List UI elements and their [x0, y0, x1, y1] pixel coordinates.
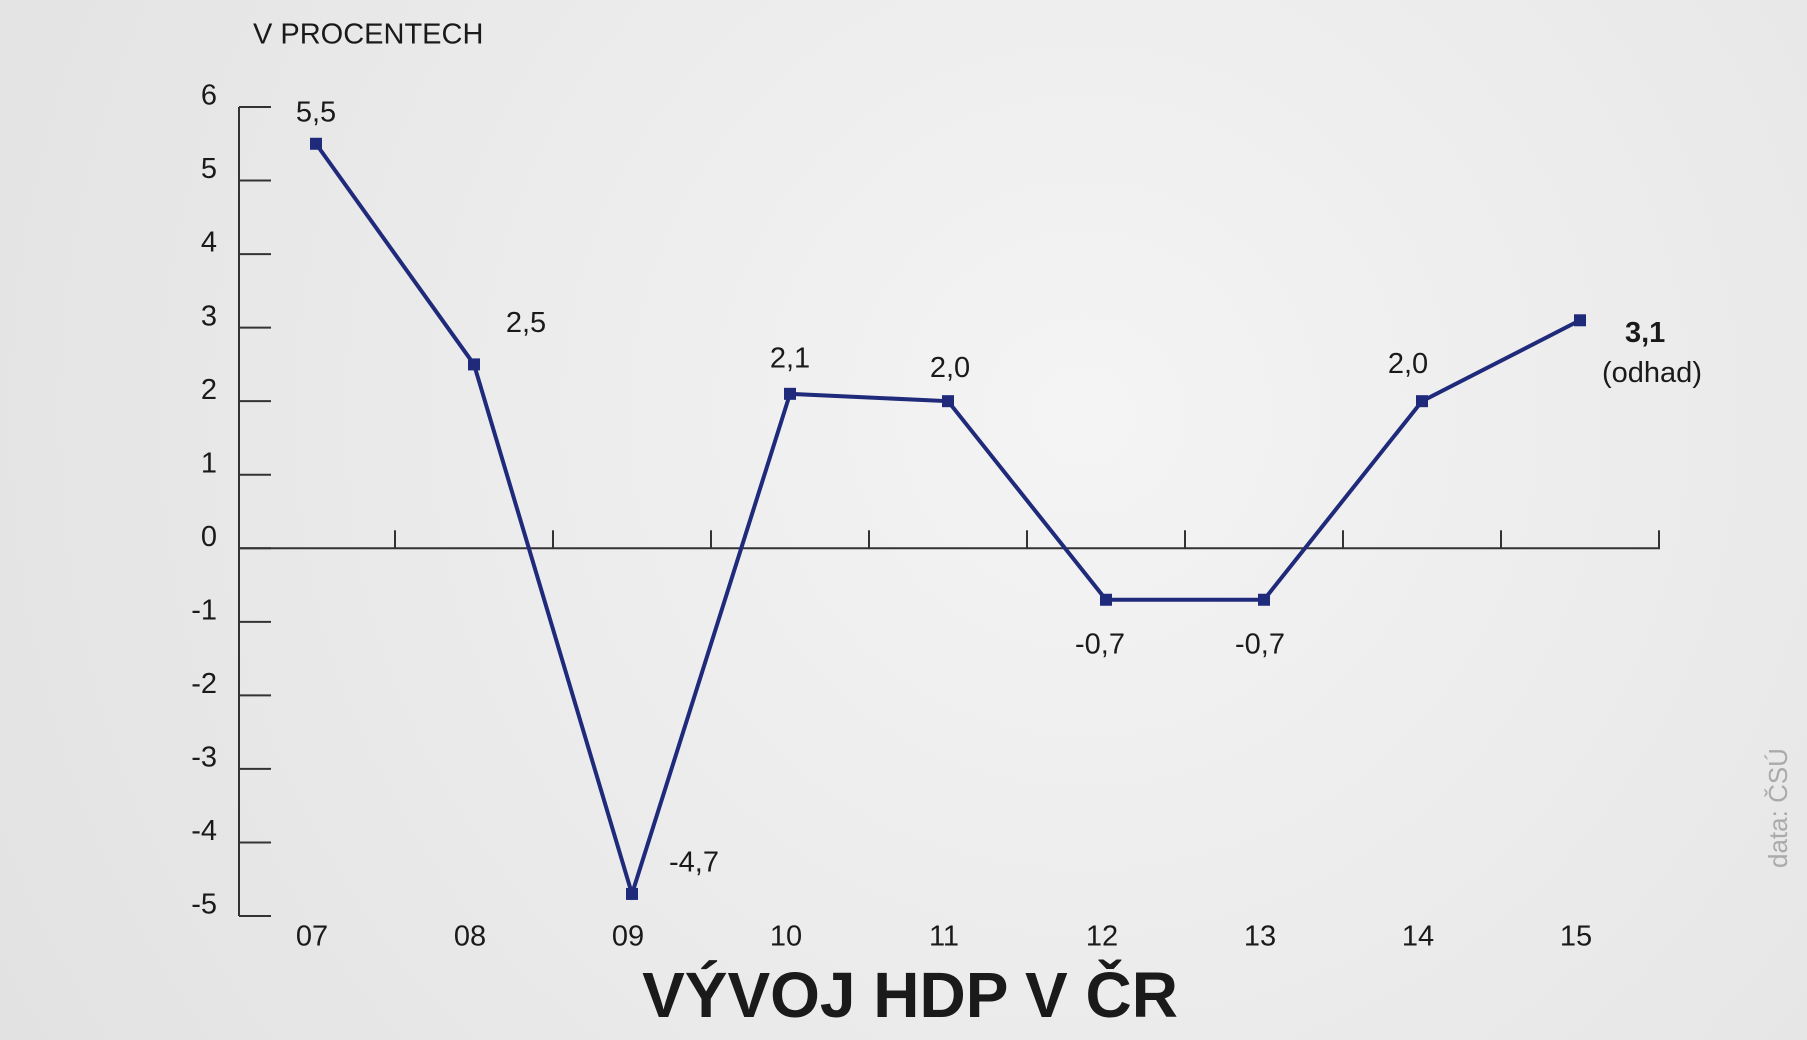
x-tick-label: 10: [770, 921, 802, 953]
y-tick-label: -3: [191, 742, 217, 774]
y-tick-label: 6: [201, 80, 217, 112]
x-tick-label: 11: [929, 921, 959, 953]
value-label: 5,5: [296, 96, 336, 128]
point: [1574, 314, 1586, 326]
value-label: -0,7: [1235, 628, 1285, 660]
y-tick-label: 0: [201, 521, 217, 553]
value-label: -0,7: [1075, 628, 1125, 660]
x-tick-label: 07: [296, 921, 328, 953]
x-tick-label: 12: [1086, 921, 1118, 953]
point: [1258, 594, 1270, 606]
point: [942, 395, 954, 407]
y-tick-label: 2: [201, 374, 217, 406]
value-label: 2,1: [770, 342, 810, 374]
value-label: 2,0: [930, 352, 970, 384]
x-tick-label: 15: [1560, 921, 1592, 953]
value-label: 2,0: [1388, 348, 1428, 380]
value-label: 2,5: [506, 307, 546, 339]
x-tick-label: 13: [1244, 921, 1276, 953]
y-tick-label: -5: [191, 889, 217, 921]
y-tick-label: 1: [201, 447, 217, 479]
y-tick-label: -4: [191, 815, 217, 847]
point: [784, 388, 796, 400]
y-axis-label: V PROCENTECH: [253, 19, 483, 51]
point: [310, 138, 322, 150]
y-tick-label: 3: [201, 300, 217, 332]
chart-title: VÝVOJ HDP V ČR: [642, 958, 1178, 1031]
point: [468, 358, 480, 370]
chart: V PROCENTECH VÝVOJ HDP V ČR data: ČSÚ -5…: [0, 0, 1807, 1040]
x-tick-label: 14: [1402, 921, 1434, 953]
annotation: (odhad): [1602, 357, 1702, 389]
y-tick-label: 4: [201, 227, 217, 259]
source: data: ČSÚ: [1763, 748, 1793, 868]
x-tick-label: 08: [454, 921, 486, 953]
line: [316, 144, 1580, 894]
point: [626, 888, 638, 900]
x-tick-label: 09: [612, 921, 644, 953]
y-tick-label: -1: [191, 594, 217, 626]
value-label: -4,7: [669, 847, 719, 879]
y-tick-label: -2: [191, 668, 217, 700]
point: [1100, 594, 1112, 606]
y-tick-label: 5: [201, 153, 217, 185]
value-label: 3,1: [1625, 317, 1665, 349]
point: [1416, 395, 1428, 407]
